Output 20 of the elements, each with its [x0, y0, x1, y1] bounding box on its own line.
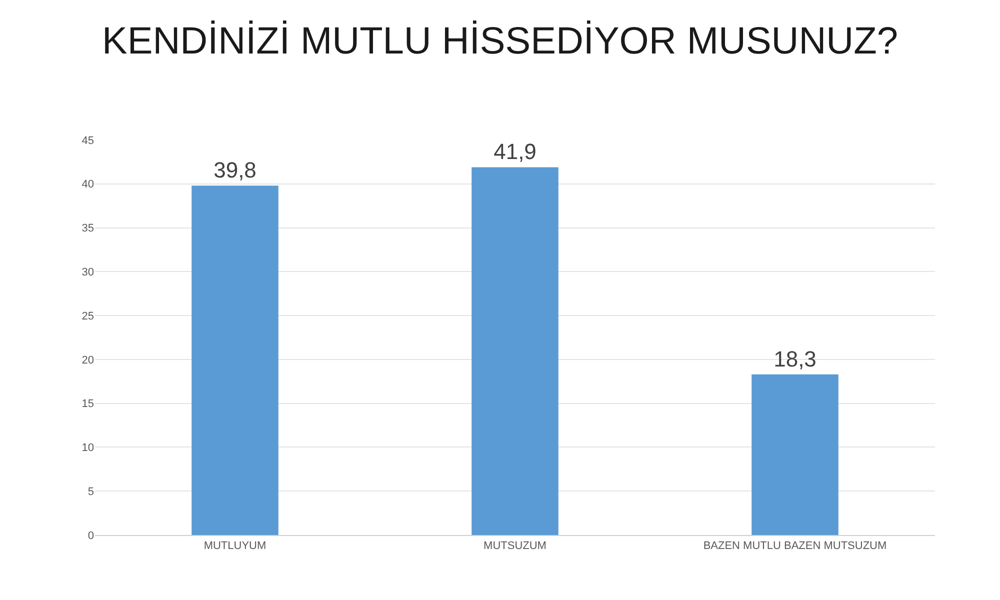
bar	[192, 186, 278, 535]
y-tick-label: 15	[82, 398, 94, 410]
y-tick-label: 35	[82, 222, 94, 235]
y-tick-label: 5	[88, 486, 94, 498]
y-tick-label: 40	[82, 178, 94, 191]
bar	[472, 167, 558, 535]
y-tick-label: 20	[82, 354, 94, 366]
y-tick-label: 45	[82, 134, 94, 147]
data-label: 39,8	[214, 158, 256, 183]
x-tick-label: MUTSUZUM	[484, 540, 546, 552]
data-label: 18,3	[774, 346, 816, 372]
x-tick-label: BAZEN MUTLU BAZEN MUTSUZUM	[703, 540, 887, 552]
y-tick-label: 10	[82, 442, 94, 454]
chart-title: KENDİNİZİ MUTLU HİSSEDİYOR MUSUNUZ?	[102, 20, 898, 63]
y-tick-label: 0	[88, 530, 94, 542]
y-tick-label: 25	[82, 310, 94, 322]
data-label: 41,9	[494, 139, 536, 164]
x-tick-label: MUTLUYUM	[204, 540, 266, 552]
bar	[752, 374, 838, 535]
y-tick-label: 30	[82, 266, 94, 279]
